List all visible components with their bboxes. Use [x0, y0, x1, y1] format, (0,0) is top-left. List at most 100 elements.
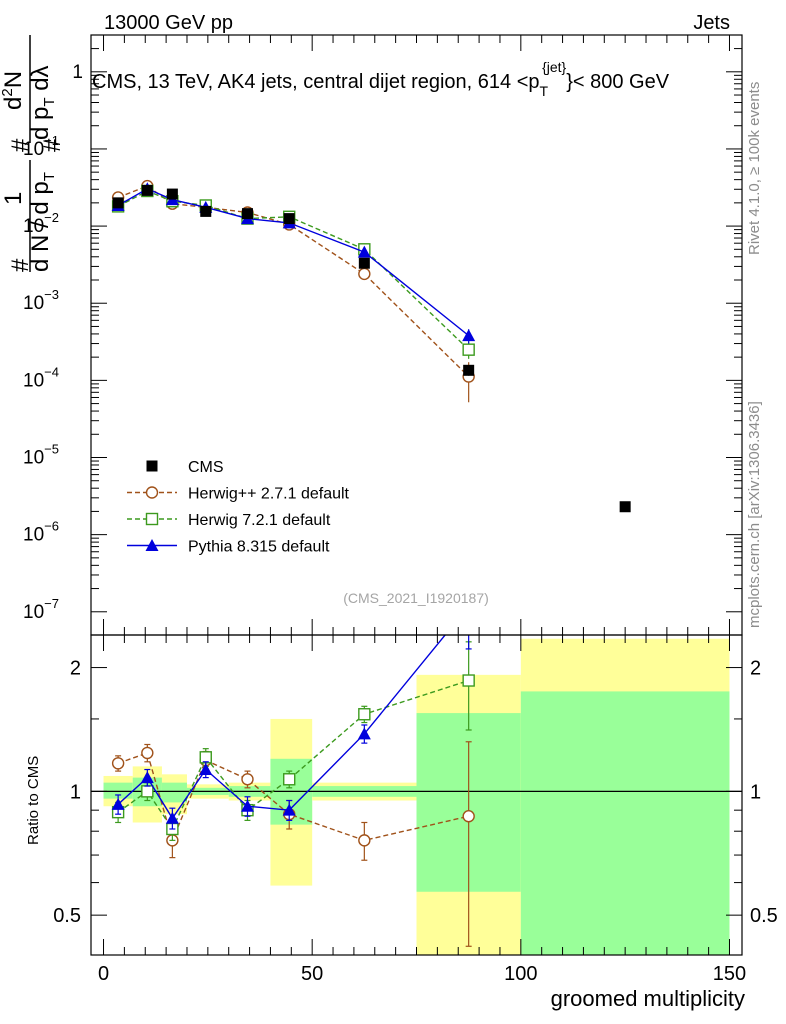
- legend-marker: [145, 486, 159, 499]
- main-ytick-exponent: −2: [44, 210, 59, 225]
- ylabel-frac2-den-rest: dλ: [27, 65, 54, 97]
- ratio-ytick-label-right: 1: [750, 781, 761, 803]
- ratio-data-point: [141, 785, 154, 798]
- ratio-data-point: [241, 773, 254, 786]
- main-data-point: [283, 213, 295, 225]
- ratio-xtick-label: 0: [98, 963, 109, 985]
- ratio-uncertainty-bands: [103, 638, 730, 955]
- ylabel-frac2-denominator: d pT dλ: [27, 65, 58, 140]
- ylabel-frac2-den-main: d p: [27, 107, 54, 140]
- legend-label: Herwig 7.2.1 default: [188, 512, 331, 529]
- ylabel-hash-2: #: [7, 138, 34, 152]
- ratio-ytick-label-left: 0.5: [53, 905, 81, 927]
- main-ytick-exponent: −6: [44, 519, 59, 534]
- band-inner: [520, 691, 730, 955]
- main-ytick-label: 10−2: [23, 210, 59, 237]
- ylabel-frac2-numerator: d2N: [0, 71, 27, 110]
- ratio-series-line: [117, 635, 447, 820]
- ylabel-frac2-num-d: d: [0, 97, 27, 110]
- main-data-point: [166, 188, 178, 200]
- ratio-data-point: [283, 773, 296, 786]
- legend-marker: [146, 460, 158, 472]
- main-ytick-base: 10: [23, 602, 44, 623]
- ylabel-hash-1: #: [7, 258, 34, 272]
- ratio-data-point: [111, 797, 125, 810]
- ratio-plot-frame: [90, 634, 743, 956]
- main-data-point: [141, 184, 153, 196]
- main-ytick-exponent: −3: [44, 287, 59, 302]
- main-ytick-base: 10: [23, 139, 44, 160]
- ratio-data-point: [462, 674, 475, 687]
- main-ytick-label: 10−7: [23, 596, 59, 623]
- legend-label: CMS: [188, 459, 224, 476]
- main-ytick-label: 10−4: [23, 364, 59, 391]
- main-ytick-label: 10−5: [23, 442, 59, 469]
- ratio-data-point: [165, 811, 179, 824]
- main-data-point: [462, 343, 475, 356]
- main-data-point: [619, 501, 631, 513]
- ratio-data-point: [240, 799, 254, 812]
- title-superscript: {jet}: [542, 59, 566, 75]
- main-ytick-label: 10−3: [23, 287, 59, 314]
- main-title: CMS, 13 TeV, AK4 jets, central dijet reg…: [92, 59, 670, 99]
- legend-entry: Herwig++ 2.7.1 default: [127, 486, 350, 503]
- ylabel-frac1-den-main: d N / d p: [27, 181, 54, 272]
- title-subscript: T: [540, 83, 549, 99]
- main-series-pythia-8-315-default: [111, 182, 476, 344]
- main-ytick-exponent: −4: [44, 364, 59, 379]
- main-data-point: [112, 197, 124, 209]
- x-axis-label: groomed multiplicity: [551, 986, 745, 1011]
- energy-label: 13000 GeV pp: [104, 12, 233, 34]
- main-data-point: [358, 267, 371, 281]
- rivet-version-label: Rivet 4.1.0, ≥ 100k events: [746, 82, 763, 255]
- ratio-data-point: [141, 746, 154, 760]
- band-inner: [103, 782, 133, 799]
- main-series-cms: [112, 184, 631, 513]
- ylabel-frac2-num-n: N: [0, 71, 27, 88]
- ratio-data-point: [111, 757, 125, 770]
- ratio-ytick-label-left: 2: [70, 658, 81, 680]
- main-ytick-exponent: −5: [44, 442, 59, 457]
- ylabel-frac1-denominator: d N / d pT: [27, 172, 58, 272]
- ratio-data-point: [357, 727, 371, 740]
- main-y-axis-label: # 1 d N / d pT # # d2N d pT dλ: [0, 35, 66, 272]
- band-inner: [161, 782, 187, 803]
- ratio-ytick-label-left: 1: [70, 781, 81, 803]
- main-series-herwig-7-2-1-default: [111, 184, 475, 359]
- ylabel-frac2-den-sub: T: [41, 97, 58, 106]
- main-ytick-base: 10: [23, 293, 44, 314]
- ratio-xtick-label: 50: [301, 963, 323, 985]
- ratio-y-axis-label: Ratio to CMS: [25, 756, 42, 845]
- main-ytick-base: 10: [23, 216, 44, 237]
- main-ytick-base: 10: [23, 448, 44, 469]
- main-data-point: [358, 257, 370, 269]
- ratio-series-layer: [111, 635, 475, 947]
- title-end-text: }< 800 GeV: [566, 71, 670, 93]
- ylabel-frac1-den-sub: T: [41, 172, 58, 181]
- ratio-data-point: [358, 834, 371, 847]
- ratio-series-line: [117, 679, 469, 831]
- ratio-data-point: [199, 751, 212, 764]
- legend-entry: Pythia 8.315 default: [127, 539, 330, 556]
- main-series-line: [117, 190, 470, 351]
- legend-entry: CMS: [146, 459, 224, 476]
- main-data-point: [462, 329, 476, 342]
- main-ytick-exponent: −1: [44, 133, 59, 148]
- legend-marker: [145, 512, 159, 526]
- main-data-point: [200, 205, 212, 217]
- legend-label: Pythia 8.315 default: [188, 539, 330, 556]
- main-ytick-label: 10−1: [23, 133, 59, 160]
- ratio-xtick-label: 150: [713, 963, 746, 985]
- legend-marker: [145, 539, 159, 551]
- legend: CMS Herwig++ 2.7.1 default Herwig 7.2.1 de…: [127, 459, 350, 556]
- ratio-ytick-label-right: 0.5: [750, 905, 778, 927]
- main-data-point: [357, 245, 371, 258]
- ratio-ytick-label-right: 2: [750, 658, 761, 680]
- ratio-data-point: [199, 763, 213, 776]
- legend-label: Herwig++ 2.7.1 default: [188, 486, 350, 503]
- analysis-id: (CMS_2021_I1920187): [343, 590, 489, 606]
- ratio-data-point: [282, 803, 296, 816]
- ratio-xtick-label: 100: [504, 963, 537, 985]
- ylabel-hash-3: #: [39, 138, 66, 152]
